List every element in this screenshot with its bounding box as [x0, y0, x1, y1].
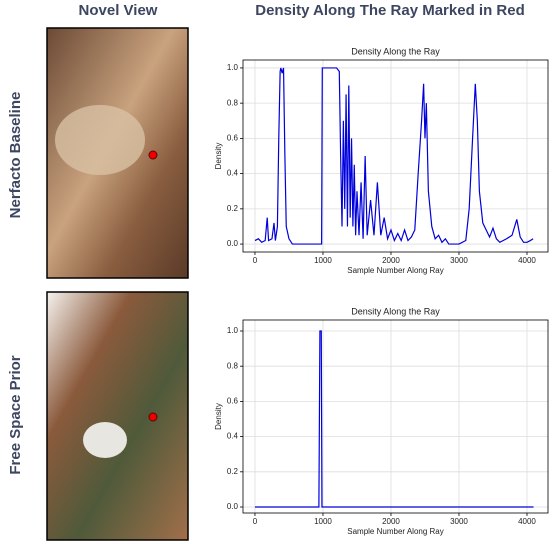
- x-tick-label: 2000: [382, 517, 400, 526]
- y-axis-label: Density: [214, 403, 223, 430]
- density-line: [255, 68, 533, 244]
- y-tick-label: 0.2: [227, 467, 239, 476]
- column-header: Novel View: [79, 2, 158, 19]
- y-tick-label: 0.2: [227, 204, 239, 213]
- x-tick-label: 3000: [450, 256, 468, 265]
- y-tick-label: 0.0: [227, 502, 239, 511]
- column-header: Density Along The Ray Marked in Red: [255, 2, 525, 19]
- x-tick-label: 1000: [314, 256, 332, 265]
- y-tick-label: 0.8: [227, 361, 239, 370]
- chart-title: Density Along the Ray: [351, 306, 440, 316]
- plot-frame: [243, 320, 548, 513]
- x-tick-label: 2000: [382, 256, 400, 265]
- y-tick-label: 0.6: [227, 397, 239, 406]
- image-pot: [83, 422, 127, 458]
- row-label: Free Space Prior: [7, 355, 24, 474]
- x-tick-label: 3000: [450, 517, 468, 526]
- y-tick-label: 0.4: [227, 169, 239, 178]
- y-axis-label: Density: [214, 143, 223, 170]
- figure: Novel View Density Along The Ray Marked …: [0, 0, 552, 544]
- x-tick-label: 1000: [314, 517, 332, 526]
- x-tick-label: 4000: [518, 256, 536, 265]
- row-label: Nerfacto Baseline: [7, 92, 24, 219]
- x-axis-label: Sample Number Along Ray: [347, 527, 444, 536]
- x-tick-label: 0: [253, 517, 258, 526]
- chart-title: Density Along the Ray: [351, 46, 440, 56]
- image-blur: [55, 105, 145, 175]
- ray-marker: [149, 413, 157, 421]
- y-tick-label: 0.6: [227, 133, 239, 142]
- y-tick-label: 0.8: [227, 98, 239, 107]
- x-tick-label: 0: [253, 256, 258, 265]
- y-tick-label: 1.0: [227, 63, 239, 72]
- x-tick-label: 4000: [518, 517, 536, 526]
- y-tick-label: 0.0: [227, 239, 239, 248]
- x-axis-label: Sample Number Along Ray: [347, 266, 444, 275]
- density-line: [255, 331, 534, 507]
- plot-frame: [243, 60, 548, 252]
- y-tick-label: 1.0: [227, 326, 239, 335]
- ray-marker: [149, 151, 157, 159]
- y-tick-label: 0.4: [227, 432, 239, 441]
- novel-view-image: [47, 292, 188, 540]
